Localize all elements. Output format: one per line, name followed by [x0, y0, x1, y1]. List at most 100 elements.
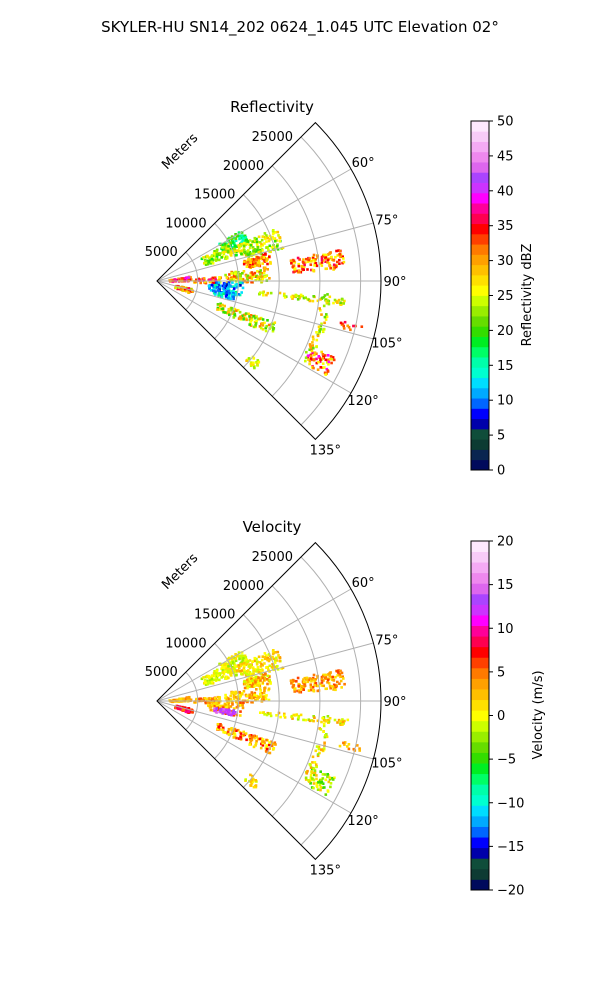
reflectivity-echo-cell	[252, 315, 255, 318]
velocity-echo-cell	[325, 687, 328, 690]
reflectivity-colorbar-swatch	[471, 398, 489, 409]
reflectivity-echo-field	[168, 229, 364, 376]
velocity-echo-cell	[311, 685, 315, 689]
reflectivity-echo-cell	[342, 257, 345, 260]
reflectivity-echo-cell	[245, 277, 249, 280]
velocity-echo-cell	[237, 737, 241, 740]
velocity-colorbar-swatch	[471, 678, 489, 690]
velocity-echo-cell	[242, 661, 246, 665]
velocity-echo-cell	[219, 704, 222, 708]
velocity-echo-cell	[235, 729, 238, 732]
reflectivity-echo-cell	[335, 249, 338, 253]
reflectivity-title: Reflectivity	[230, 98, 314, 116]
reflectivity-echo-cell	[311, 341, 314, 344]
velocity-echo-cell	[317, 745, 321, 749]
velocity-echo-cell	[322, 722, 326, 726]
reflectivity-echo-cell	[218, 258, 221, 262]
reflectivity-echo-cell	[315, 357, 318, 361]
reflectivity-echo-cell	[230, 307, 233, 310]
velocity-echo-cell	[338, 744, 342, 748]
reflectivity-echo-cell	[221, 255, 225, 258]
velocity-echo-cell	[314, 678, 318, 681]
reflectivity-echo-cell	[253, 366, 256, 370]
velocity-echo-cell	[249, 784, 252, 787]
reflectivity-echo-cell	[341, 261, 344, 265]
velocity-echo-cell	[232, 697, 236, 700]
velocity-echo-cell	[217, 725, 220, 729]
velocity-echo-cell	[243, 668, 246, 672]
reflectivity-echo-cell	[262, 253, 265, 257]
velocity-echo-cell	[270, 665, 274, 669]
velocity-echo-cell	[334, 688, 337, 692]
velocity-colorbar-swatch	[471, 773, 489, 785]
velocity-echo-cell	[270, 740, 273, 744]
reflectivity-echo-cell	[249, 361, 253, 364]
velocity-echo-cell	[209, 679, 212, 682]
velocity-echo-cell	[239, 732, 243, 735]
reflectivity-echo-cell	[219, 302, 222, 306]
velocity-echo-cell	[307, 689, 311, 692]
velocity-echo-cell	[250, 691, 254, 694]
velocity-echo-cell	[261, 669, 264, 672]
velocity-echo-cell	[226, 700, 229, 704]
reflectivity-echo-cell	[189, 278, 193, 281]
reflectivity-echo-cell	[237, 231, 241, 234]
reflectivity-echo-cell	[301, 260, 305, 263]
velocity-echo-cell	[339, 723, 342, 726]
velocity-echo-cell	[338, 672, 342, 676]
velocity-echo-cell	[331, 778, 335, 781]
velocity-echo-cell	[230, 713, 233, 717]
reflectivity-echo-cell	[240, 242, 243, 246]
reflectivity-echo-cell	[251, 257, 254, 261]
velocity-echo-cell	[246, 680, 250, 684]
velocity-echo-cell	[231, 661, 234, 664]
velocity-echo-cell	[259, 711, 262, 714]
reflectivity-echo-cell	[227, 282, 230, 286]
reflectivity-echo-cell	[259, 249, 262, 253]
reflectivity-echo-cell	[245, 253, 248, 256]
velocity-echo-cell	[265, 654, 268, 657]
reflectivity-echo-cell	[259, 326, 263, 330]
velocity-echo-cell	[234, 690, 237, 694]
velocity-echo-cell	[259, 665, 263, 668]
reflectivity-echo-cell	[242, 241, 246, 245]
velocity-echo-cell	[314, 681, 318, 685]
reflectivity-echo-cell	[240, 241, 243, 244]
reflectivity-echo-cell	[243, 248, 246, 252]
velocity-colorbar: −20 −15 −10 −5 0 5 10 15 20	[470, 535, 524, 899]
velocity-echo-cell	[232, 729, 236, 732]
velocity-echo-cell	[267, 712, 271, 716]
reflectivity-colorbar-swatch	[471, 203, 489, 214]
velocity-echo-cell	[293, 714, 297, 717]
velocity-echo-cell	[222, 730, 225, 734]
reflectivity-echo-cell	[325, 253, 328, 257]
velocity-echo-cell	[268, 654, 272, 658]
reflectivity-echo-cell	[238, 250, 241, 253]
reflectivity-range-tick-label: 10000	[165, 216, 206, 231]
reflectivity-echo-cell	[312, 269, 316, 273]
velocity-echo-cell	[260, 658, 264, 662]
velocity-echo-cell	[252, 785, 256, 789]
reflectivity-echo-cell	[200, 257, 204, 261]
velocity-echo-cell	[223, 666, 227, 669]
velocity-echo-cell	[321, 777, 325, 780]
reflectivity-echo-cell	[299, 293, 303, 297]
reflectivity-echo-cell	[227, 294, 231, 298]
reflectivity-echo-cell	[232, 289, 235, 292]
reflectivity-echo-cell	[215, 286, 219, 289]
reflectivity-echo-cell	[316, 368, 320, 371]
velocity-echo-cell	[310, 719, 314, 722]
reflectivity-echo-cell	[270, 245, 274, 249]
velocity-echo-cell	[212, 674, 216, 678]
reflectivity-echo-cell	[258, 241, 262, 244]
reflectivity-echo-cell	[241, 286, 245, 290]
reflectivity-echo-cell	[266, 268, 269, 271]
velocity-echo-cell	[255, 670, 258, 673]
velocity-echo-cell	[259, 669, 262, 673]
reflectivity-echo-cell	[261, 328, 265, 331]
reflectivity-echo-cell	[271, 232, 275, 236]
velocity-echo-cell	[328, 674, 331, 678]
velocity-echo-cell	[334, 684, 337, 688]
velocity-echo-cell	[212, 702, 216, 705]
